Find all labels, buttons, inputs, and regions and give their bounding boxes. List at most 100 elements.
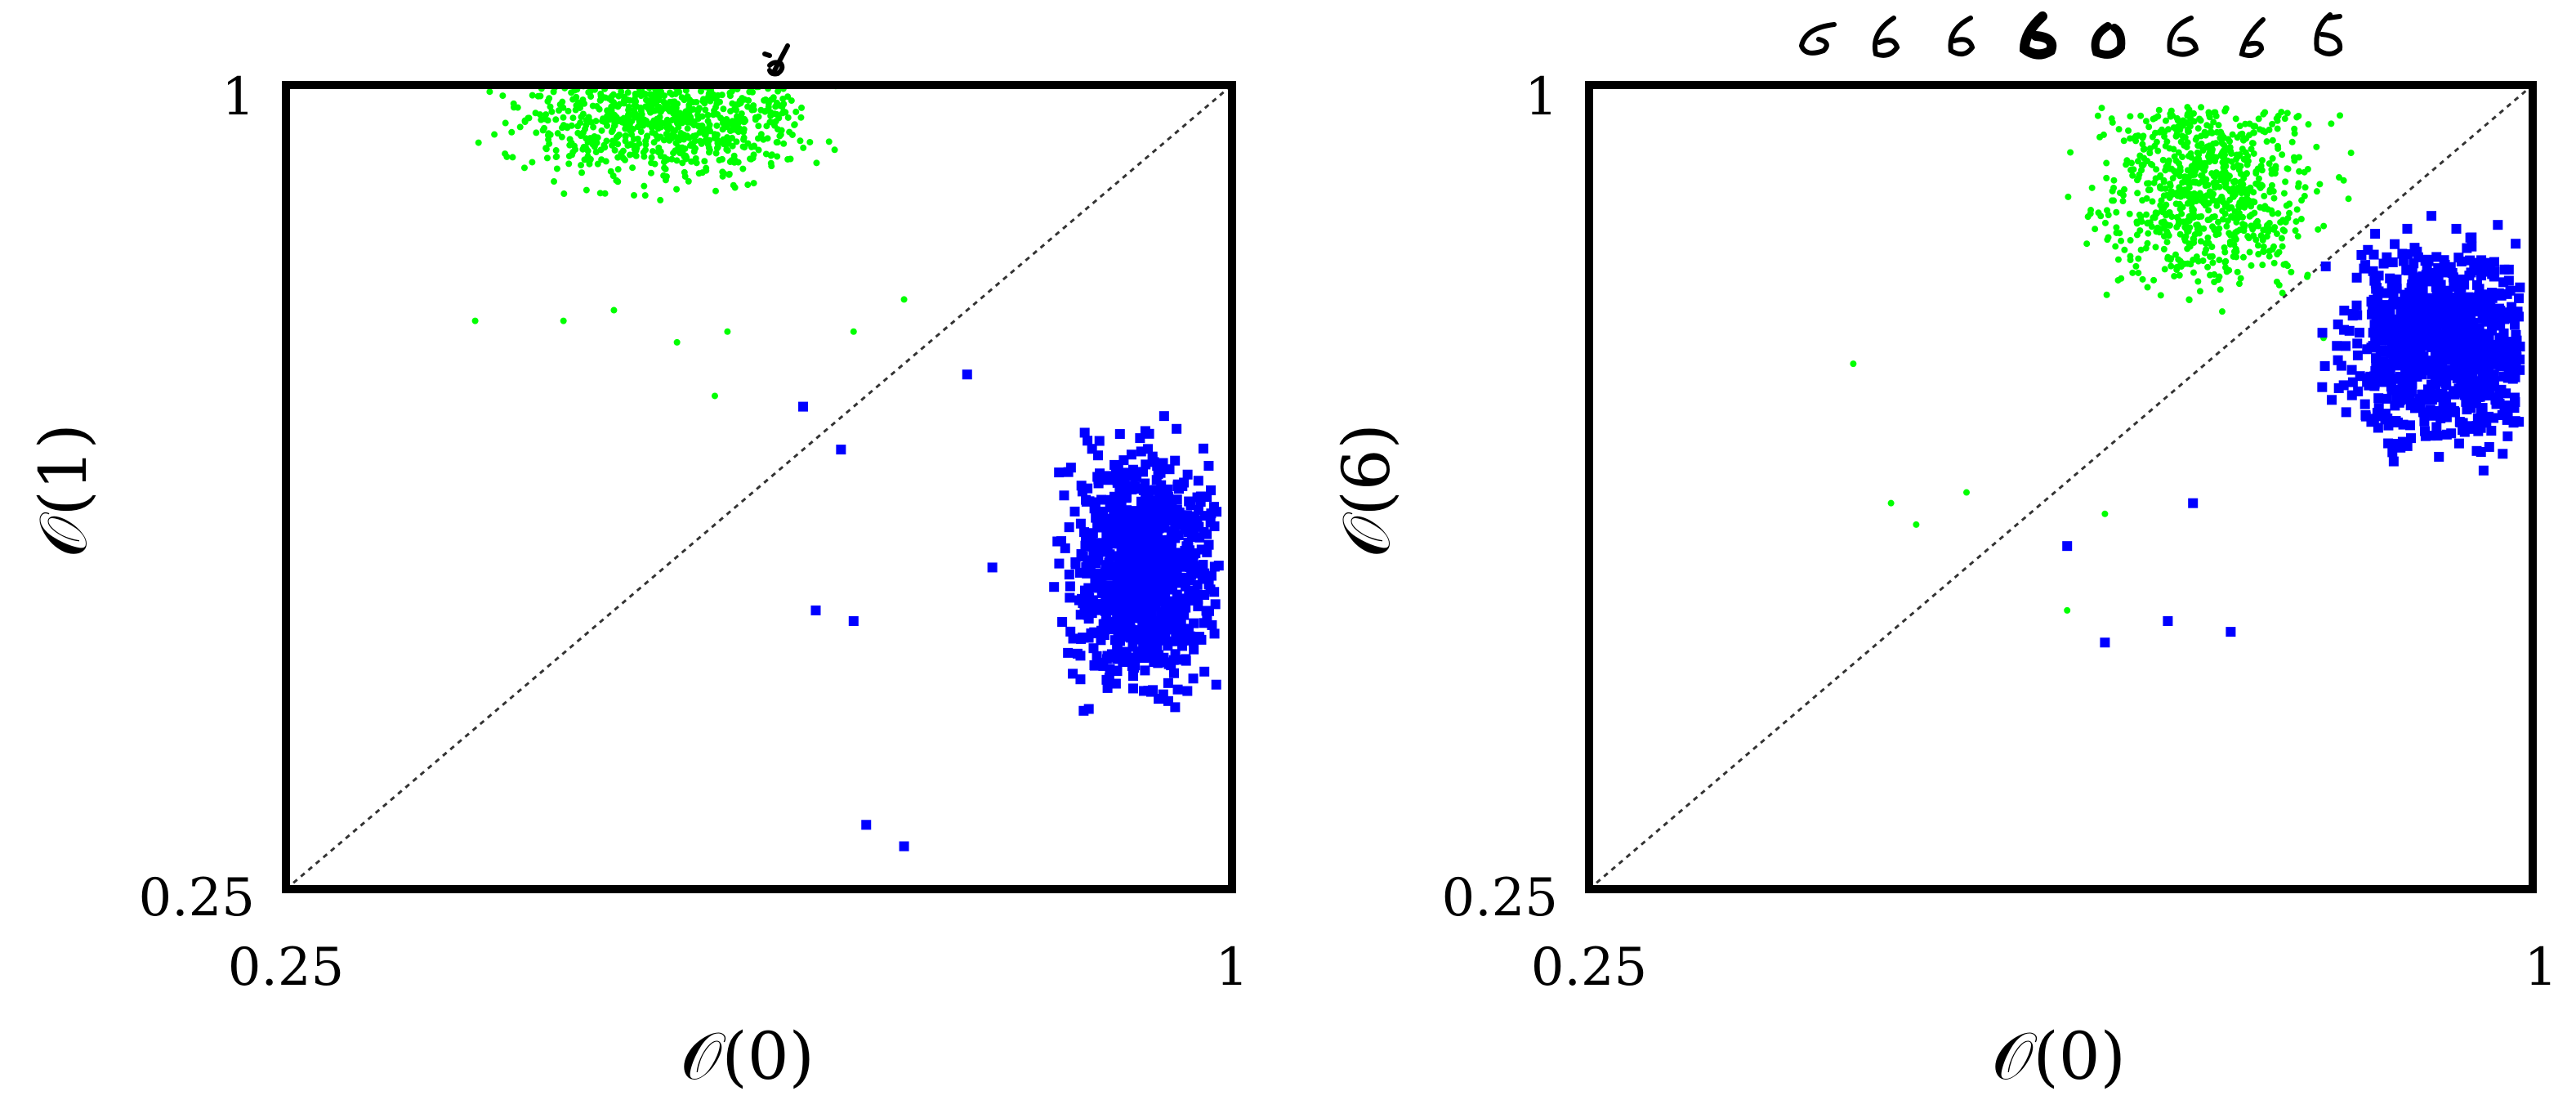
green-dot-point xyxy=(831,146,838,154)
blue-square-point xyxy=(1083,583,1094,593)
blue-square-point xyxy=(2451,281,2462,292)
blue-square-point xyxy=(1068,669,1078,679)
green-dot-point xyxy=(2173,114,2181,122)
blue-square-point xyxy=(2486,311,2497,321)
green-dot-point xyxy=(2304,273,2311,280)
green-dot-point xyxy=(2328,120,2335,127)
green-dot-point xyxy=(2293,114,2301,121)
green-dot-point xyxy=(2127,135,2134,142)
green-dot-point xyxy=(471,317,479,324)
blue-square-point xyxy=(1185,631,1195,642)
blue-square-point xyxy=(1154,578,1164,588)
blue-square-point xyxy=(1117,512,1127,522)
green-dot-point xyxy=(2084,213,2092,221)
blue-square-point xyxy=(2377,377,2388,387)
green-dot-point xyxy=(2110,177,2118,184)
blue-square-point xyxy=(1077,486,1087,497)
blue-square-point xyxy=(1163,695,1173,706)
blue-square-point xyxy=(1128,671,1139,682)
blue-square-point xyxy=(1187,585,1198,596)
green-dot-point xyxy=(2279,243,2286,250)
blue-square-point xyxy=(2489,271,2499,282)
green-dot-point xyxy=(2280,190,2288,197)
blue-square-point xyxy=(1189,644,1199,655)
green-dot-point xyxy=(649,124,656,132)
green-dot-point xyxy=(2197,117,2204,124)
blue-square-point xyxy=(1105,502,1115,512)
blue-square-point xyxy=(2351,272,2362,283)
green-dot-point xyxy=(2064,606,2071,614)
green-dot-point xyxy=(2269,136,2276,144)
blue-square-point xyxy=(848,616,859,626)
blue-square-point xyxy=(1169,668,1180,678)
blue-square-point xyxy=(1088,643,1099,654)
green-dot-point xyxy=(558,133,565,141)
blue-square-point xyxy=(1172,504,1182,515)
green-dot-point xyxy=(2246,132,2253,139)
green-dot-point xyxy=(2096,133,2104,141)
blue-square-point xyxy=(2458,382,2468,392)
blue-square-point xyxy=(2453,438,2464,449)
green-dot-point xyxy=(2246,212,2253,220)
green-dot-point xyxy=(2155,106,2163,114)
blue-square-point xyxy=(2399,304,2409,315)
green-dot-point xyxy=(547,103,554,110)
green-dot-point xyxy=(750,180,757,187)
blue-square-point xyxy=(2439,403,2449,414)
green-dot-point xyxy=(619,116,627,123)
blue-square-point xyxy=(1093,450,1104,461)
green-dot-point xyxy=(543,154,551,162)
blue-square-point xyxy=(1163,677,1173,688)
green-dot-point xyxy=(620,93,627,101)
blue-square-point xyxy=(2423,322,2434,333)
blue-square-point xyxy=(1174,608,1185,619)
blue-square-point xyxy=(2476,255,2487,266)
blue-square-point xyxy=(1213,561,1224,571)
blue-square-point xyxy=(1211,679,1221,690)
blue-square-point xyxy=(1123,632,1133,642)
blue-square-point xyxy=(2359,263,2369,274)
green-dot-point xyxy=(2181,237,2189,244)
blue-square-point xyxy=(2372,283,2382,293)
blue-square-point xyxy=(2460,317,2471,328)
green-dot-point xyxy=(2228,212,2235,220)
green-dot-point xyxy=(2149,198,2156,205)
blue-square-point xyxy=(2443,285,2453,296)
blue-square-point xyxy=(1105,494,1116,505)
green-dot-point xyxy=(675,123,682,131)
green-dot-point xyxy=(2172,126,2180,133)
blue-square-point xyxy=(2388,456,2399,467)
y-tick-top: 1 xyxy=(221,67,255,127)
green-dot-point xyxy=(702,106,709,114)
blue-square-point xyxy=(1064,569,1074,579)
blue-square-point xyxy=(1101,521,1112,532)
green-dot-point xyxy=(2184,126,2191,133)
green-dot-point xyxy=(2212,109,2219,116)
green-dot-point xyxy=(2101,219,2109,226)
blue-square-point xyxy=(2339,306,2350,316)
green-dot-point xyxy=(2208,128,2215,136)
blue-square-point xyxy=(2364,380,2374,391)
blue-square-point xyxy=(2344,325,2355,336)
green-dot-point xyxy=(2301,184,2309,191)
blue-square-point xyxy=(2377,306,2387,316)
green-dot-point xyxy=(602,158,609,165)
green-dot-point xyxy=(2133,231,2141,239)
green-dot-point xyxy=(2226,266,2233,274)
blue-square-point xyxy=(2382,393,2392,404)
green-dot-point xyxy=(686,142,694,150)
x-tick-left: 0.25 xyxy=(228,937,345,998)
green-dot-point xyxy=(2137,246,2145,253)
green-dot-point xyxy=(692,145,699,152)
green-dot-point xyxy=(2160,245,2168,253)
green-dot-point xyxy=(710,94,717,101)
green-dot-point xyxy=(2142,118,2150,125)
green-dot-point xyxy=(779,110,786,117)
green-dot-point xyxy=(2205,207,2212,214)
green-dot-point xyxy=(600,118,608,125)
green-dot-point xyxy=(2213,202,2221,209)
green-dot-point xyxy=(2218,308,2226,315)
blue-square-point xyxy=(2429,410,2440,421)
blue-square-point xyxy=(2443,340,2453,351)
blue-square-point xyxy=(2503,264,2514,275)
